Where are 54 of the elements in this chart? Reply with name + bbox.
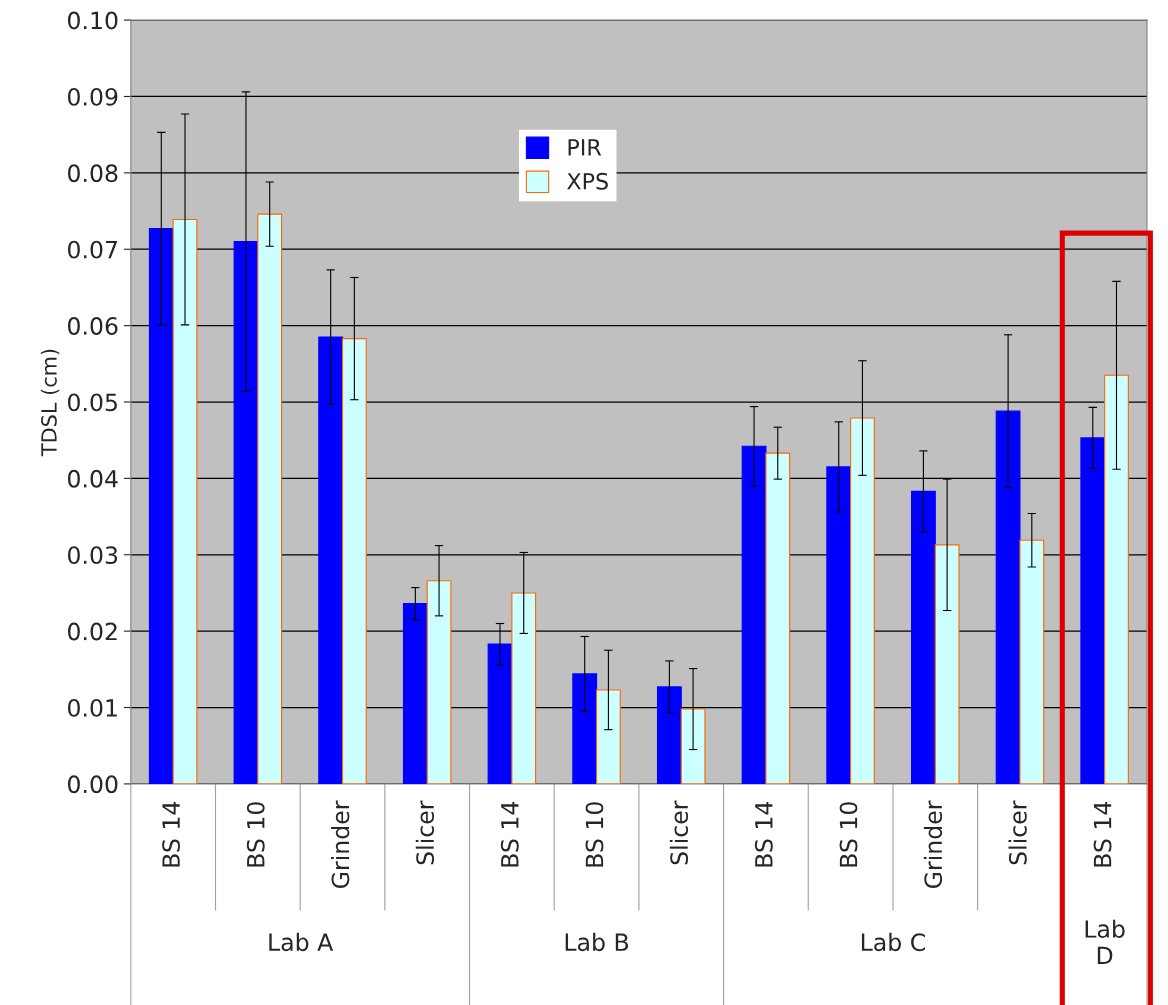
bar xyxy=(572,673,598,784)
bar xyxy=(741,445,767,784)
y-axis-title: TDSL (cm) xyxy=(40,349,60,457)
bar xyxy=(402,603,428,784)
bar xyxy=(850,417,875,784)
bar xyxy=(172,218,198,784)
x-tick-label: Slicer xyxy=(669,800,689,865)
y-tick-label: 0.02 xyxy=(68,622,117,641)
y-tick-label: 0.00 xyxy=(68,775,118,794)
bar xyxy=(233,241,259,784)
x-tick-label: BS 10 xyxy=(246,802,265,867)
bar xyxy=(148,228,174,784)
y-tick-label: 0.07 xyxy=(68,240,117,259)
bar xyxy=(1019,539,1045,784)
bar xyxy=(1104,374,1129,784)
y-tick-label: 0.01 xyxy=(68,698,117,717)
bar xyxy=(911,490,936,784)
bar xyxy=(341,338,367,784)
y-tick-label: 0.03 xyxy=(68,546,118,565)
x-tick-label: Grinder xyxy=(331,800,350,888)
bar xyxy=(1080,437,1106,784)
bar xyxy=(257,213,283,784)
bar xyxy=(426,580,452,784)
y-tick-label: 0.08 xyxy=(68,164,118,183)
bar xyxy=(680,708,706,784)
legend-label: PIR xyxy=(568,139,602,156)
x-tick-label: Slicer xyxy=(1008,800,1027,865)
bar xyxy=(826,466,852,784)
text: Lab A xyxy=(269,932,334,952)
y-tick-label: 0.04 xyxy=(68,469,118,488)
y-tick-label: 0.06 xyxy=(68,317,118,335)
legend-label: XPS xyxy=(567,172,608,190)
x-tick-label: Slicer xyxy=(415,800,435,865)
bar xyxy=(318,336,344,784)
x-tick-label: BS 14 xyxy=(1093,801,1112,867)
y-tick-label: 0.10 xyxy=(68,11,118,30)
bar xyxy=(934,544,960,784)
y-tick-label: 0.09 xyxy=(68,87,118,106)
text: Lab C xyxy=(861,932,925,952)
bar xyxy=(511,592,537,784)
text: Lab B xyxy=(565,932,629,952)
x-tick-label: BS 14 xyxy=(754,801,773,867)
bar xyxy=(596,689,621,784)
x-tick-label: BS 10 xyxy=(839,802,858,867)
bar xyxy=(487,643,513,784)
x-tick-label: BS 14 xyxy=(500,801,519,867)
x-tick-label: BS 14 xyxy=(162,801,181,867)
bar xyxy=(765,452,791,784)
x-tick-label: Grinder xyxy=(923,800,943,888)
bar xyxy=(995,410,1021,784)
x-tick-label: BS 10 xyxy=(585,802,604,867)
text: Lab D xyxy=(1085,919,1125,965)
y-tick-label: 0.05 xyxy=(68,393,117,412)
bar xyxy=(656,686,682,784)
